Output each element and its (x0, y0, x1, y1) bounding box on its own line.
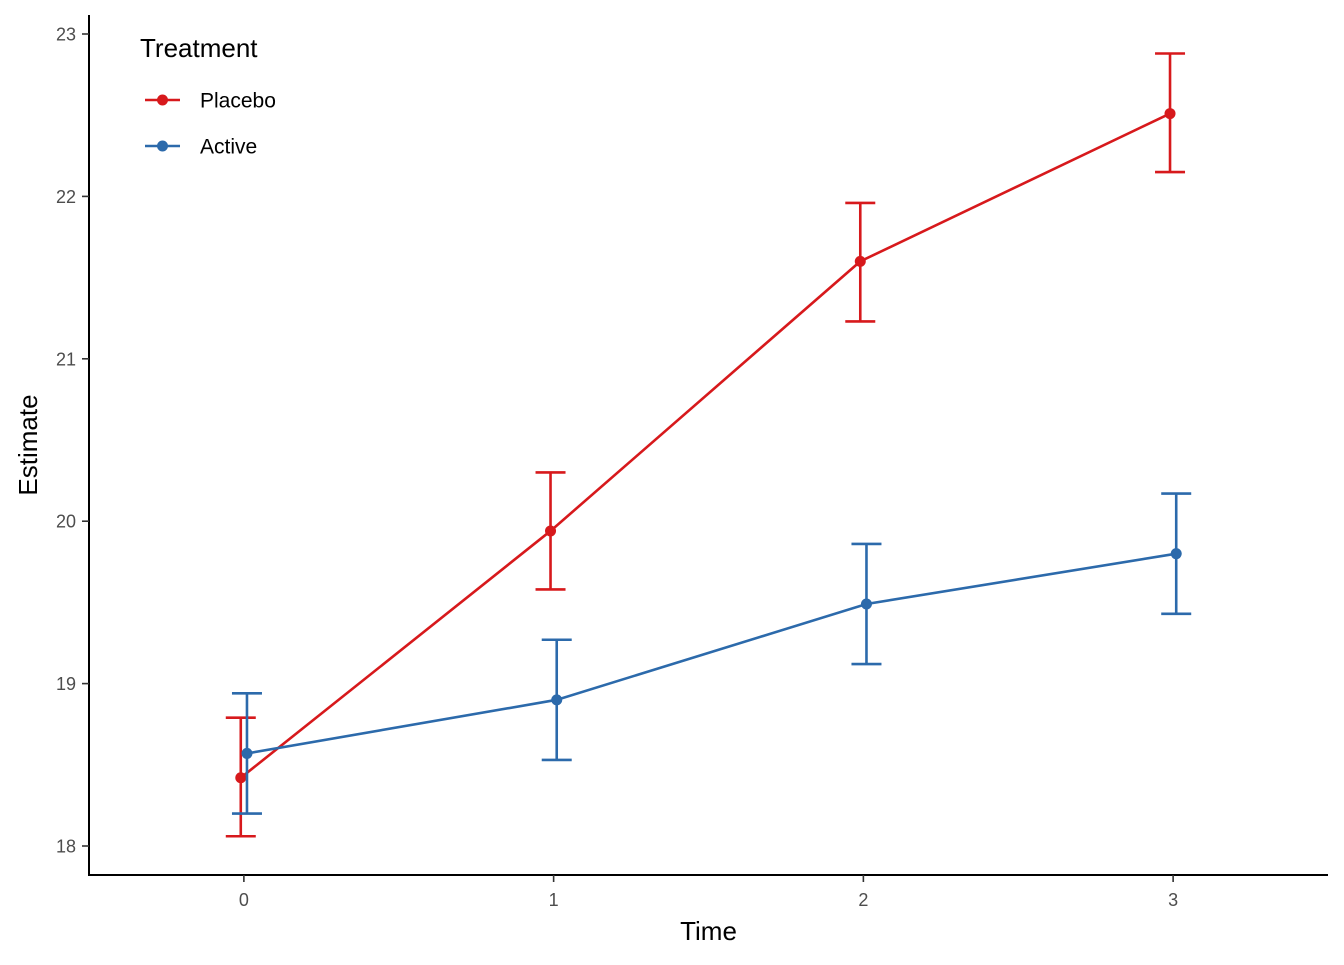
y-tick-label: 21 (56, 349, 76, 369)
data-point (241, 747, 253, 759)
series-line (246, 552, 1177, 755)
legend-items: Placebo Active (145, 90, 276, 159)
series-active (231, 492, 1192, 815)
series-placebo (225, 52, 1186, 838)
legend-title: Treatment (140, 33, 258, 63)
y-axis-title: Estimate (13, 394, 43, 495)
y-tick-label: 20 (56, 512, 76, 532)
y-tick-label: 23 (56, 25, 76, 45)
x-tick-label: 0 (239, 890, 249, 910)
legend-key-point (157, 140, 168, 152)
data-point (854, 255, 866, 267)
data-point (545, 525, 557, 537)
data-point (1164, 108, 1176, 120)
y-tick-label: 19 (56, 674, 76, 694)
legend-item-active: Active (145, 136, 257, 159)
x-tick-label: 3 (1168, 890, 1178, 910)
legend: Treatment Placebo Active (140, 33, 276, 159)
x-tick-label: 2 (858, 890, 868, 910)
series-line (239, 112, 1171, 779)
x-axis-title: Time (680, 916, 737, 946)
legend-item-placebo: Placebo (145, 90, 276, 113)
x-tick-label: 1 (549, 890, 559, 910)
series-layer (225, 52, 1192, 838)
legend-label: Placebo (200, 90, 276, 113)
data-point (860, 598, 872, 610)
data-point (551, 694, 563, 706)
data-point (1170, 548, 1182, 560)
axes (88, 15, 1328, 876)
legend-label: Active (200, 136, 257, 159)
y-tick-label: 18 (56, 837, 76, 857)
y-tick-label: 22 (56, 187, 76, 207)
legend-key-point (157, 94, 168, 106)
data-point (235, 772, 247, 784)
